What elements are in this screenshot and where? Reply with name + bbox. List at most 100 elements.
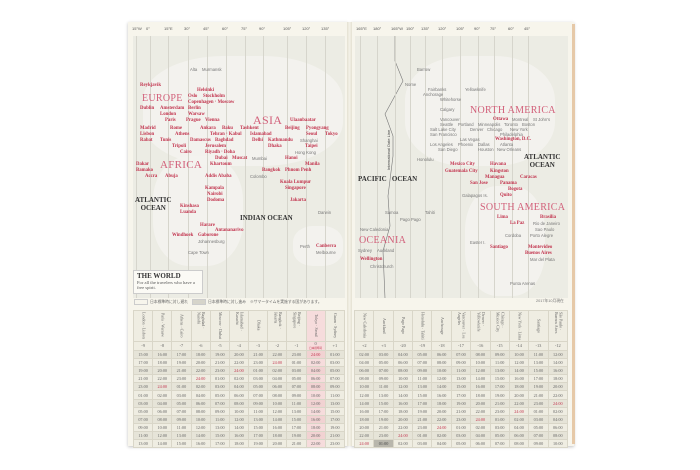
longitude-label: 105° — [456, 26, 465, 31]
time-cell: 01:00 — [171, 382, 192, 392]
meridian-line — [287, 36, 288, 298]
time-cell: 10:00 — [547, 439, 569, 449]
time-cell: 02:00 — [228, 374, 250, 384]
time-row: 15:00 16:00 17:00 18:00 19:00 20:00 21:00 22:00… — [132, 349, 346, 360]
offset-value: -13 — [535, 342, 542, 348]
time-cell: 10:00 — [470, 358, 491, 368]
city-label: Nairobi — [207, 192, 223, 197]
city-label: Islamabad — [250, 132, 272, 137]
time-zone-table-left: London · Lisbon Paris · Warsaw Athens · Ca… — [132, 310, 346, 449]
city-label: Calgary — [440, 107, 455, 112]
time-cell: 07:00 — [132, 414, 154, 424]
time-cell: 06:00 — [152, 406, 173, 416]
city-name: Dhaka — [256, 320, 262, 331]
longitude-label: 135° — [321, 26, 330, 31]
city-label: Brasilia — [540, 215, 556, 220]
city-name: Chicago · Mexico City — [495, 311, 506, 332]
city-label: Taipei — [305, 144, 318, 149]
time-cell: 22:00 — [190, 366, 211, 376]
time-cell: 07:00 — [528, 430, 549, 441]
meridian-line — [188, 36, 189, 298]
meridian-line — [325, 36, 326, 298]
time-cell: 01:00 — [528, 406, 549, 416]
city-label: Ulaanbaatar — [290, 118, 316, 123]
time-cell: 08:00 — [267, 390, 288, 400]
offset-cell: -17 — [450, 341, 472, 351]
landmass — [293, 226, 343, 266]
time-cell: 16:00 — [228, 430, 250, 441]
time-cell: 02:00 — [305, 358, 326, 368]
time-cell: 10:00 — [152, 422, 173, 432]
longitude-label: 15°E — [164, 26, 173, 31]
city-label: Rabat — [140, 138, 153, 143]
offset-cell: -9 — [132, 341, 154, 351]
time-cell: 12:00 — [431, 374, 452, 384]
time-cell: 02:00 — [470, 422, 491, 432]
city-label: Guatemala City — [445, 169, 478, 174]
city-column-header: Beijing · Singapore — [286, 310, 307, 342]
time-cell: 10:00 — [190, 414, 211, 424]
city-label: Warsaw — [188, 112, 205, 117]
time-cell: 18:00 — [392, 406, 414, 416]
time-cell: 15:00 — [412, 390, 433, 400]
city-label: Vienna — [205, 118, 220, 123]
time-row: 11:00 12:00 13:00 14:00 15:00 16:00 17:00 18:00… — [132, 430, 346, 441]
city-label: Cordoba — [505, 233, 522, 238]
time-cell: 13:00 — [286, 406, 307, 416]
city-label: Dublin — [140, 106, 155, 111]
time-cell: 13:00 — [450, 374, 472, 384]
time-cell: 02:00 — [392, 439, 414, 449]
time-cell: 04:00 — [353, 358, 375, 368]
time-cell: 03:00 — [528, 414, 549, 424]
city-label: Abuja — [165, 174, 178, 179]
time-cell: 01:00 — [489, 414, 510, 424]
offset-cell: +2 — [353, 341, 375, 351]
city-label: Kathmandu — [268, 138, 293, 143]
offset-value: +2 — [361, 342, 367, 348]
time-cell: 12:00 — [470, 366, 491, 376]
city-label: Toronto — [504, 122, 518, 127]
time-cell: 12:00 — [353, 390, 375, 400]
region-europe: EUROPE — [142, 93, 183, 104]
city-label: Dubai — [215, 156, 228, 161]
time-cell: 01:00 — [450, 422, 472, 432]
time-cell: 03:00 — [209, 382, 230, 392]
time-cell: 10:00 — [431, 366, 452, 376]
time-cell: 12:00 — [228, 414, 250, 424]
time-cell: 15:00 — [324, 406, 346, 416]
meridian-line — [528, 36, 529, 298]
city-column-header: London · Lisbon — [132, 310, 154, 342]
city-label: Buenos Aires — [525, 251, 552, 256]
time-cell: 24:00 — [305, 349, 326, 360]
city-label: Berlin — [188, 106, 201, 111]
meridian-line — [425, 36, 426, 298]
city-column-header: Vancouver · Los Angeles — [450, 310, 472, 342]
time-cell: 18:00 — [228, 439, 250, 449]
longitude-label: 150° — [406, 26, 415, 31]
time-cell: 13:00 — [132, 439, 154, 449]
time-cell: 14:00 — [431, 382, 452, 392]
time-cell: 06:00 — [547, 422, 569, 432]
city-label: Canberra — [316, 244, 336, 249]
time-cell: 16:00 — [508, 374, 530, 384]
offset-cell: -20 — [392, 341, 414, 351]
time-cell: 11:00 — [412, 374, 433, 384]
time-cell: 22:00 — [547, 390, 569, 400]
time-cell: 06:00 — [228, 390, 250, 400]
time-cell: 16:00 — [392, 398, 414, 408]
time-cell: 19:00 — [248, 439, 269, 449]
offset-value: +1 — [332, 342, 338, 348]
city-label: Luanda — [180, 210, 196, 215]
time-row: 20:00 21:00 22:00 23:00 24:00 01:00 02:00 03:00… — [353, 422, 569, 432]
time-cell: 08:00 — [470, 349, 491, 360]
city-column-header: Tokyo · Seoul — [305, 310, 326, 342]
longitude-label: 90° — [259, 26, 266, 31]
time-cell: 03:00 — [450, 430, 472, 441]
longitude-label: 165°E — [356, 26, 367, 31]
city-name: Islamabad · Karachi — [234, 311, 245, 331]
city-label: Copenhagen · Moscow — [188, 100, 235, 105]
map-title: THE WORLD — [137, 272, 181, 280]
city-label: Havana — [490, 162, 506, 167]
legend-behind: 日本標準時に対し遅れ — [134, 299, 188, 305]
city-label: Barrow — [417, 67, 431, 72]
